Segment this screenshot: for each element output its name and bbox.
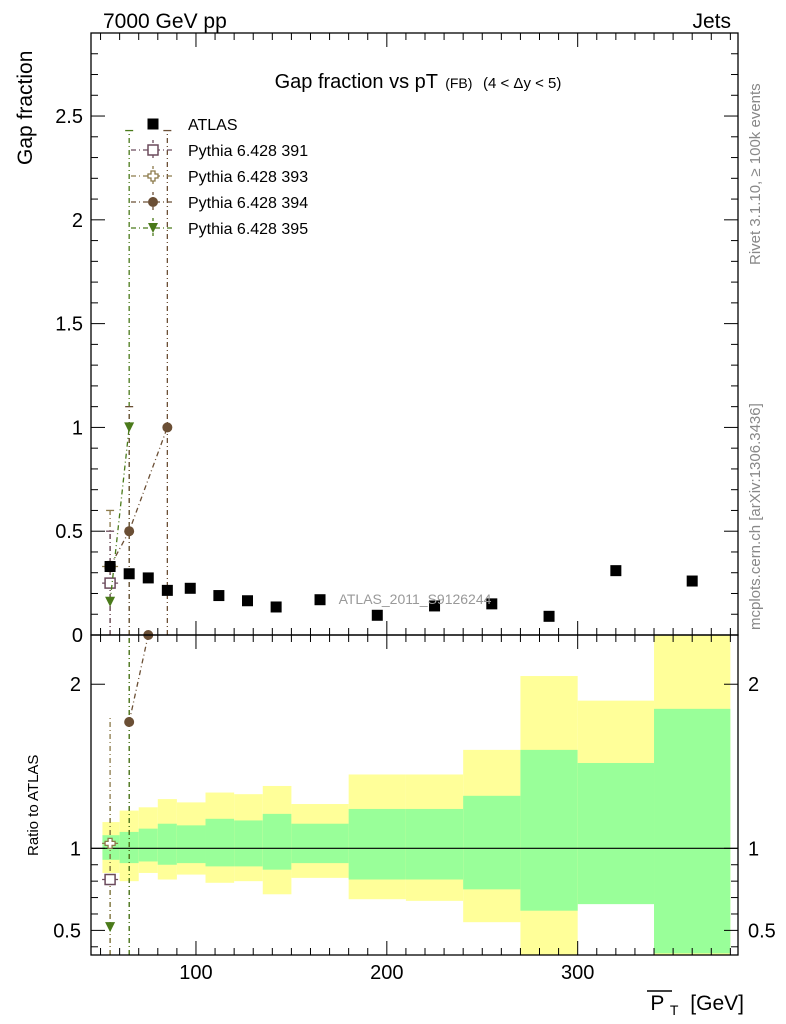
atlas-point bbox=[486, 598, 498, 610]
atlas-point bbox=[242, 595, 254, 607]
green-band-bin bbox=[291, 823, 349, 864]
atlas-point bbox=[123, 568, 135, 580]
legend-marker bbox=[147, 144, 159, 156]
main-ytick-label: 2 bbox=[72, 210, 83, 232]
atlas-point bbox=[161, 584, 173, 596]
green-band-bin bbox=[234, 820, 263, 867]
xlabel-unit: [GeV] bbox=[690, 992, 744, 1015]
atlas-point bbox=[429, 600, 441, 612]
plot-frames bbox=[90, 32, 739, 956]
mc-point bbox=[104, 577, 116, 589]
analysis-watermark: ATLAS_2011_S9126244 bbox=[339, 591, 492, 607]
atlas-point bbox=[610, 565, 622, 577]
main-ytick-label: 2.5 bbox=[55, 106, 83, 128]
mc-point bbox=[124, 526, 135, 537]
green-band-bin bbox=[577, 763, 655, 905]
ratio-ytick-label-right: 1 bbox=[748, 838, 759, 860]
ratio-data-points bbox=[102, 630, 154, 955]
legend: ATLAS Pythia 6.428 391 Pythia 6.428 393 Pyt… bbox=[131, 117, 308, 238]
ratio-point bbox=[105, 922, 116, 933]
mcplots-note: mcplots.cern.ch [arXiv:1306.3436] bbox=[747, 403, 764, 630]
legend-marker bbox=[148, 223, 158, 233]
mc-series-line bbox=[109, 427, 130, 602]
ratio-xtick-label: 200 bbox=[370, 962, 403, 984]
green-band-bin bbox=[654, 708, 731, 954]
main-ylabel: Gap fraction bbox=[14, 51, 37, 165]
atlas-point bbox=[686, 575, 698, 587]
mc-point bbox=[162, 422, 173, 433]
legend-marker bbox=[147, 118, 159, 130]
ratio-point bbox=[124, 716, 135, 727]
atlas-point bbox=[184, 582, 196, 594]
main-title: Gap fraction vs pT (FB) (4 < Δy < 5) bbox=[275, 71, 562, 93]
green-band-bin bbox=[138, 828, 158, 862]
main-title-text: Gap fraction vs pT bbox=[275, 71, 438, 93]
ratio-ytick-label-right: 2 bbox=[748, 674, 759, 696]
main-ytick-label: 1 bbox=[72, 417, 83, 439]
ratio-ytick-label-left: 1 bbox=[70, 838, 81, 860]
green-band-bin bbox=[176, 825, 206, 864]
atlas-point bbox=[543, 610, 555, 622]
green-band-bin bbox=[520, 749, 578, 911]
main-ytick-label: 1.5 bbox=[55, 314, 83, 336]
xlabel-t-subscript: T bbox=[670, 1002, 679, 1018]
main-title-range: (4 < Δy < 5) bbox=[483, 75, 561, 92]
ratio-xtick-label: 300 bbox=[561, 962, 594, 984]
rivet-note: Rivet 3.1.10, ≥ 100k events bbox=[747, 83, 764, 265]
mc-series-line bbox=[109, 427, 168, 567]
legend-label: Pythia 6.428 391 bbox=[188, 143, 308, 160]
header-right: Jets bbox=[692, 10, 731, 33]
main-ytick-label: 0 bbox=[72, 625, 83, 647]
legend-marker bbox=[147, 170, 159, 182]
ratio-ytick-label-left: 0.5 bbox=[53, 920, 81, 942]
green-band-bin bbox=[348, 808, 406, 880]
legend-marker bbox=[148, 197, 158, 207]
green-band-bin bbox=[205, 818, 235, 867]
legend-label: ATLAS bbox=[188, 117, 238, 134]
atlas-point bbox=[142, 572, 154, 584]
ratio-point bbox=[104, 873, 116, 886]
ratio-xtick-label: 100 bbox=[179, 962, 212, 984]
xlabel-p: P bbox=[650, 992, 664, 1015]
green-band-bin bbox=[157, 823, 177, 865]
ratio-ylabel: Ratio to ATLAS bbox=[25, 755, 42, 856]
atlas-point bbox=[270, 601, 282, 613]
axis-ticks: 0 0.5 1 1.5 2 2.5 100 200 300 0.5 0.5 1 1 2 2 bbox=[53, 33, 776, 984]
legend-label: Pythia 6.428 395 bbox=[188, 221, 308, 238]
green-band-bin bbox=[119, 831, 139, 864]
header-left: 7000 GeV pp bbox=[103, 10, 227, 33]
green-band-bin bbox=[463, 795, 521, 890]
ratio-ytick-label-right: 0.5 bbox=[748, 920, 776, 942]
main-data-points bbox=[102, 129, 698, 635]
ratio-point bbox=[104, 837, 116, 850]
ratio-xlabel: P T [GeV] bbox=[650, 992, 744, 1020]
mc-point bbox=[124, 422, 135, 433]
legend-label: Pythia 6.428 394 bbox=[188, 195, 308, 212]
ratio-ytick-label-left: 2 bbox=[70, 674, 81, 696]
legend-label: Pythia 6.428 393 bbox=[188, 169, 308, 186]
main-ytick-label: 0.5 bbox=[55, 521, 83, 543]
main-title-subscript: (FB) bbox=[445, 75, 472, 91]
mc-point bbox=[105, 596, 116, 607]
ratio-series-line bbox=[128, 634, 149, 723]
atlas-point bbox=[104, 560, 116, 572]
green-band-bin bbox=[405, 808, 464, 880]
green-band-bin bbox=[262, 813, 292, 870]
ratio-bands bbox=[102, 635, 731, 955]
atlas-point bbox=[314, 594, 326, 606]
atlas-point bbox=[371, 609, 383, 621]
ratio-plot-frame bbox=[90, 634, 739, 956]
atlas-point bbox=[213, 590, 225, 602]
